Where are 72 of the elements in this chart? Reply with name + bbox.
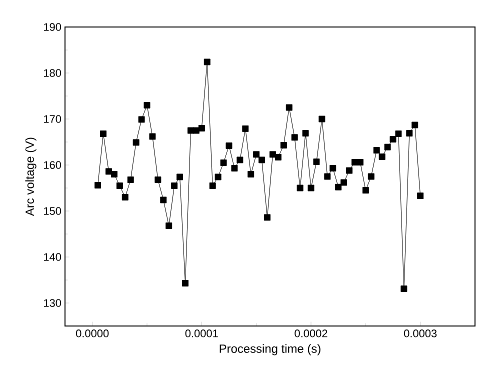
point <box>132 139 140 146</box>
point <box>248 170 254 178</box>
point <box>313 158 320 166</box>
point <box>362 187 369 194</box>
x-tick-label: 0.0000 <box>76 330 109 338</box>
point <box>149 133 156 140</box>
point <box>160 196 167 204</box>
point <box>330 164 336 172</box>
y-axis-title: Arc voltage (V) <box>25 138 36 216</box>
point <box>253 151 260 158</box>
point <box>291 134 298 141</box>
point <box>417 192 424 200</box>
point <box>138 116 145 123</box>
point <box>94 182 102 188</box>
point <box>412 122 418 128</box>
point <box>122 194 128 200</box>
point <box>242 125 249 132</box>
y-tick-label: 150 <box>44 207 62 215</box>
point <box>406 130 413 136</box>
point <box>346 167 353 174</box>
point <box>378 153 386 160</box>
point <box>400 286 408 292</box>
y-tick-label: 130 <box>44 299 62 307</box>
point <box>390 136 396 142</box>
y-tick-label: 140 <box>44 253 62 261</box>
point <box>166 222 172 229</box>
point <box>127 176 134 183</box>
x-axis-title: Processing time (s) <box>220 344 320 356</box>
point <box>335 184 342 190</box>
point <box>280 142 287 148</box>
y-tick-label: 180 <box>44 69 62 77</box>
point <box>296 184 304 192</box>
point <box>105 168 112 175</box>
point <box>220 159 227 166</box>
point <box>302 130 309 136</box>
point <box>274 154 282 160</box>
point <box>192 127 200 134</box>
point <box>318 116 326 122</box>
point <box>231 164 238 172</box>
point <box>116 182 123 189</box>
point <box>324 173 331 180</box>
point <box>204 58 210 66</box>
point <box>100 130 107 137</box>
point <box>269 151 276 158</box>
point <box>258 156 266 164</box>
point <box>209 182 216 189</box>
point <box>340 179 348 186</box>
point <box>182 280 189 286</box>
point <box>286 104 292 111</box>
point <box>356 159 364 166</box>
point <box>154 176 162 183</box>
point <box>236 156 244 164</box>
point <box>214 174 222 180</box>
x-tick-label: 0.0001 <box>185 330 218 338</box>
point <box>226 142 232 149</box>
y-tick-label: 190 <box>44 23 62 31</box>
point <box>264 214 271 221</box>
point <box>384 144 391 150</box>
point <box>368 173 374 180</box>
point <box>373 147 380 154</box>
y-tick-label: 160 <box>44 161 62 169</box>
y-tick-label: 170 <box>44 115 62 123</box>
point <box>198 124 205 132</box>
x-tick-label: 0.0002 <box>294 330 328 338</box>
x-tick-label: 0.0003 <box>404 330 437 338</box>
point <box>171 182 178 189</box>
point <box>144 102 150 108</box>
point <box>110 170 118 178</box>
point <box>308 184 314 192</box>
point <box>176 174 184 180</box>
point <box>187 127 194 134</box>
point <box>395 130 402 137</box>
